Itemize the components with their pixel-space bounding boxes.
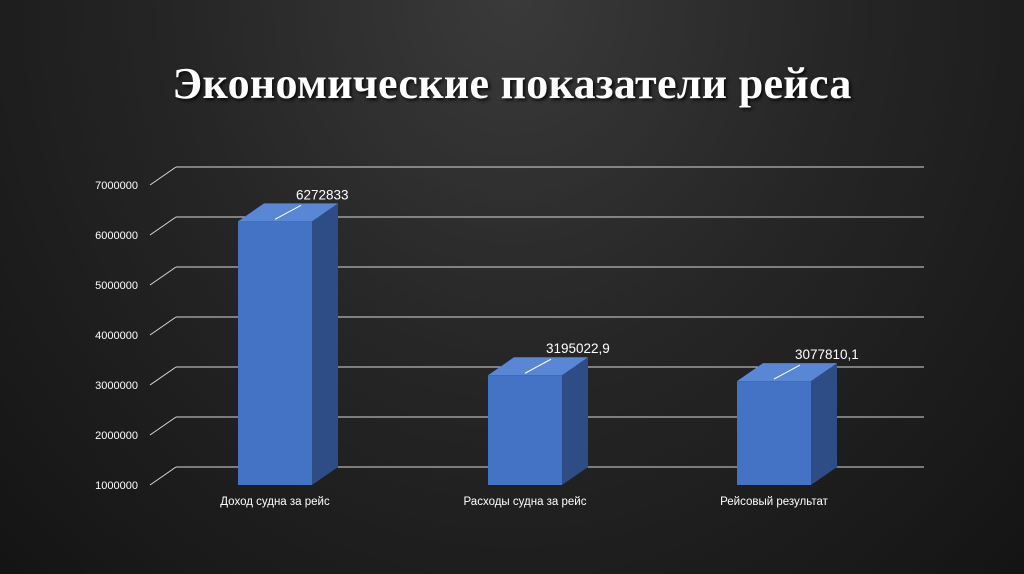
gridline-diagonal	[149, 366, 177, 386]
bar	[238, 221, 312, 486]
y-tick-label: 5000000	[95, 280, 138, 292]
gridline-diagonal	[149, 266, 177, 286]
bar	[488, 375, 562, 485]
data-label-leader	[524, 358, 552, 374]
y-tick-label: 2000000	[95, 430, 138, 442]
data-label-leader	[773, 364, 801, 380]
bar-side	[811, 363, 837, 485]
slide-title: Экономические показатели рейса	[172, 59, 852, 108]
gridline-diagonal	[149, 166, 177, 186]
gridline-diagonal	[149, 416, 177, 436]
y-tick-label: 6000000	[95, 230, 138, 242]
gridline-diagonal	[149, 466, 177, 486]
data-label-leader	[274, 204, 302, 220]
bar-side	[562, 357, 588, 485]
gridline-diagonal	[149, 216, 177, 236]
x-category-label: Рейсовый результат	[720, 496, 829, 508]
y-tick-label: 1000000	[95, 480, 138, 492]
x-category-label: Доход судна за рейс	[220, 496, 330, 508]
data-label: 6272833	[296, 187, 349, 202]
bar	[737, 381, 811, 485]
y-tick-label: 4000000	[95, 330, 138, 342]
gridline-diagonal	[149, 316, 177, 336]
y-tick-label: 7000000	[95, 180, 138, 192]
y-tick-label: 3000000	[95, 380, 138, 392]
x-category-label: Расходы судна за рейс	[464, 496, 587, 508]
bar-side	[312, 203, 338, 486]
data-label: 3195022,9	[546, 341, 610, 356]
data-label: 3077810,1	[795, 347, 859, 362]
